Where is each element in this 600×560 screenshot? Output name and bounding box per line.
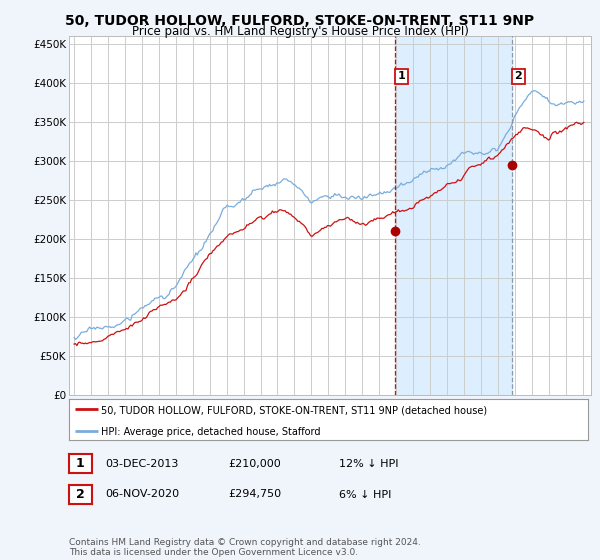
Text: 50, TUDOR HOLLOW, FULFORD, STOKE-ON-TRENT, ST11 9NP: 50, TUDOR HOLLOW, FULFORD, STOKE-ON-TREN…: [65, 14, 535, 28]
Text: 1: 1: [76, 457, 85, 470]
Text: 03-DEC-2013: 03-DEC-2013: [105, 459, 178, 469]
Text: 2: 2: [76, 488, 85, 501]
Text: 6% ↓ HPI: 6% ↓ HPI: [339, 489, 391, 500]
Bar: [395, 36, 512, 395]
Text: 06-NOV-2020: 06-NOV-2020: [105, 489, 179, 500]
Text: 2: 2: [515, 72, 523, 81]
Text: HPI: Average price, detached house, Stafford: HPI: Average price, detached house, Staf…: [101, 427, 320, 437]
Text: 1: 1: [397, 72, 405, 81]
Text: Contains HM Land Registry data © Crown copyright and database right 2024.
This d: Contains HM Land Registry data © Crown c…: [69, 538, 421, 557]
Text: 12% ↓ HPI: 12% ↓ HPI: [339, 459, 398, 469]
Text: 50, TUDOR HOLLOW, FULFORD, STOKE-ON-TRENT, ST11 9NP (detached house): 50, TUDOR HOLLOW, FULFORD, STOKE-ON-TREN…: [101, 405, 487, 416]
Text: Price paid vs. HM Land Registry's House Price Index (HPI): Price paid vs. HM Land Registry's House …: [131, 25, 469, 38]
Text: £294,750: £294,750: [228, 489, 281, 500]
Text: £210,000: £210,000: [228, 459, 281, 469]
